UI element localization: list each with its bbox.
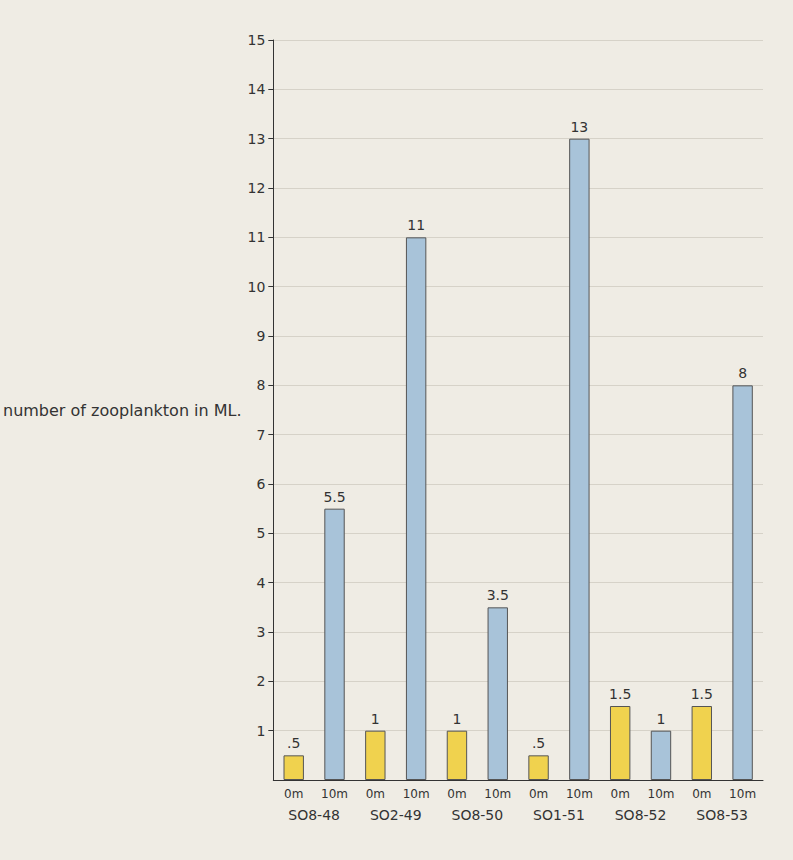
svg-text:SO8-50: SO8-50 (452, 807, 504, 823)
svg-text:10m: 10m (729, 787, 756, 801)
svg-text:number of zooplankton in ML.: number of zooplankton in ML. (3, 401, 242, 420)
svg-text:10m: 10m (566, 787, 593, 801)
svg-text:10m: 10m (647, 787, 674, 801)
svg-text:2: 2 (256, 673, 265, 689)
svg-text:13: 13 (247, 131, 265, 147)
svg-text:1: 1 (371, 711, 380, 727)
svg-text:10m: 10m (321, 787, 348, 801)
svg-text:0m: 0m (284, 787, 303, 801)
svg-text:7: 7 (256, 427, 265, 443)
svg-text:10m: 10m (484, 787, 511, 801)
svg-text:1.5: 1.5 (691, 686, 713, 702)
svg-text:SO2-49: SO2-49 (370, 807, 422, 823)
svg-text:.5: .5 (287, 735, 300, 751)
svg-text:1: 1 (452, 711, 461, 727)
svg-text:3: 3 (256, 624, 265, 640)
svg-text:SO8-48: SO8-48 (288, 807, 340, 823)
svg-text:10m: 10m (403, 787, 430, 801)
svg-text:10: 10 (247, 279, 265, 295)
svg-text:3.5: 3.5 (487, 587, 509, 603)
svg-text:13: 13 (570, 119, 588, 135)
svg-text:1.5: 1.5 (609, 686, 631, 702)
svg-text:8: 8 (256, 377, 265, 393)
svg-text:1: 1 (657, 711, 666, 727)
svg-text:0m: 0m (447, 787, 466, 801)
svg-text:SO8-53: SO8-53 (696, 807, 748, 823)
svg-text:0m: 0m (529, 787, 548, 801)
svg-text:14: 14 (247, 81, 265, 97)
svg-text:0m: 0m (366, 787, 385, 801)
svg-text:4: 4 (256, 575, 265, 591)
svg-text:0m: 0m (611, 787, 630, 801)
svg-text:SO1-51: SO1-51 (533, 807, 585, 823)
svg-text:0m: 0m (692, 787, 711, 801)
svg-text:SO8-52: SO8-52 (615, 807, 667, 823)
svg-text:5: 5 (256, 525, 265, 541)
svg-text:.5: .5 (532, 735, 545, 751)
svg-text:12: 12 (247, 180, 265, 196)
svg-text:11: 11 (407, 217, 425, 233)
svg-text:15: 15 (247, 32, 265, 48)
svg-text:1: 1 (256, 723, 265, 739)
svg-text:8: 8 (738, 365, 747, 381)
svg-text:6: 6 (256, 476, 265, 492)
svg-text:11: 11 (247, 229, 265, 245)
svg-text:5.5: 5.5 (323, 489, 345, 505)
svg-text:9: 9 (256, 328, 265, 344)
